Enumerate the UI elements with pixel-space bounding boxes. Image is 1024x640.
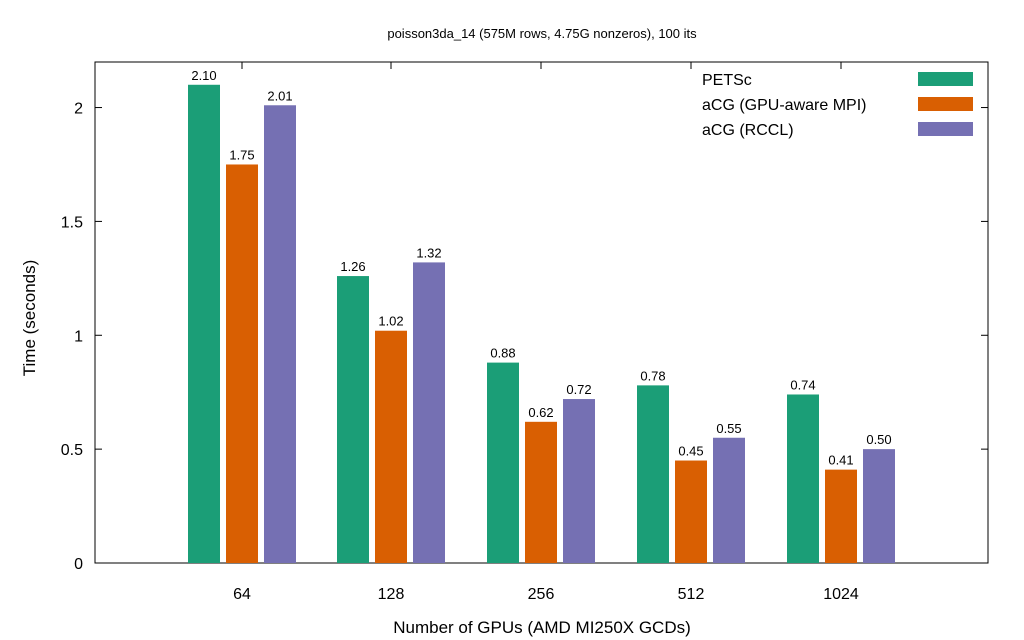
y-tick-label: 2: [74, 101, 83, 118]
bar-value-label: 0.62: [528, 405, 553, 420]
bar: [825, 469, 857, 563]
bar: [226, 164, 258, 563]
y-tick-label: 1.5: [61, 214, 83, 231]
x-tick-label: 128: [378, 586, 405, 603]
bar-value-label: 1.02: [378, 314, 403, 329]
bar-value-label: 0.41: [828, 453, 853, 468]
x-tick-label: 256: [528, 586, 555, 603]
legend-label: PETSc: [702, 72, 752, 89]
data-labels: 2.10 1.75 2.01 1.26 1.02 1.32 0.88 0.62 0.72 0.78…: [191, 68, 891, 468]
legend: PETSc aCG (GPU-aware MPI) aCG (RCCL): [702, 72, 973, 139]
bar: [375, 330, 407, 563]
bar-value-label: 0.88: [490, 346, 515, 361]
bar: [863, 449, 895, 563]
bar: [525, 421, 557, 563]
bar: [188, 84, 220, 563]
bar-value-label: 1.32: [416, 245, 441, 260]
chart-title: poisson3da_14 (575M rows, 4.75G nonzeros…: [387, 26, 697, 41]
bar-value-label: 0.78: [640, 368, 665, 383]
legend-swatch: [918, 122, 973, 136]
x-axis-label: Number of GPUs (AMD MI250X GCDs): [393, 618, 691, 637]
bar: [487, 362, 519, 563]
x-tick-label: 64: [233, 586, 251, 603]
legend-label: aCG (RCCL): [702, 122, 794, 139]
bar-value-label: 0.50: [866, 432, 891, 447]
bar-value-label: 0.55: [716, 421, 741, 436]
bar-value-label: 1.75: [229, 147, 254, 162]
bar-value-label: 0.45: [678, 444, 703, 459]
x-tick-label: 1024: [823, 586, 859, 603]
bar-value-label: 2.01: [267, 88, 292, 103]
bar: [675, 460, 707, 563]
bar: [637, 385, 669, 563]
bar-value-label: 2.10: [191, 68, 216, 83]
bar-value-label: 0.72: [566, 382, 591, 397]
x-tick-label: 512: [678, 586, 705, 603]
bar: [713, 437, 745, 563]
y-tick-label: 0: [74, 556, 83, 573]
y-tick-label: 1: [74, 328, 83, 345]
axis-ticks: 0 0.5 1 1.5 2 64 128 256 512 1024: [61, 62, 988, 603]
bars: [188, 84, 895, 563]
bar: [413, 262, 445, 563]
legend-swatch: [918, 97, 973, 111]
legend-label: aCG (GPU-aware MPI): [702, 97, 866, 114]
bar-value-label: 1.26: [340, 259, 365, 274]
y-axis-label: Time (seconds): [20, 260, 39, 377]
bar: [563, 399, 595, 563]
bar: [264, 105, 296, 563]
legend-swatch: [918, 72, 973, 86]
bar: [337, 276, 369, 563]
bar: [787, 394, 819, 563]
y-tick-label: 0.5: [61, 442, 83, 459]
bar-value-label: 0.74: [790, 377, 815, 392]
